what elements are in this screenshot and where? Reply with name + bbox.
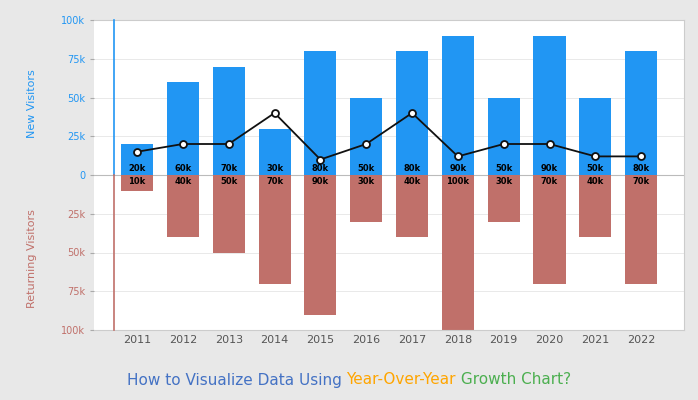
Text: 30k: 30k [495,177,512,186]
Bar [488,98,520,175]
Bar [488,175,520,222]
Text: 50k: 50k [587,164,604,173]
Text: 90k: 90k [450,164,466,173]
Text: 80k: 80k [632,164,650,173]
Text: How to Visualize Data Using: How to Visualize Data Using [127,372,347,388]
Bar [533,36,565,175]
Text: 50k: 50k [495,164,512,173]
Bar [121,175,153,190]
Text: 40k: 40k [403,177,421,186]
Text: Growth Chart?: Growth Chart? [456,372,571,388]
Bar [625,175,658,284]
Text: 50k: 50k [220,177,237,186]
Bar [350,175,383,222]
Bar [167,82,199,175]
Text: 30k: 30k [357,177,375,186]
Text: New Visitors: New Visitors [27,69,37,138]
Bar [396,175,428,237]
Text: Returning Visitors: Returning Visitors [27,209,37,308]
Text: 70k: 70k [632,177,650,186]
Text: 90k: 90k [541,164,558,173]
Bar [258,128,290,175]
Text: 30k: 30k [266,164,283,173]
Bar [579,98,611,175]
Text: 10k: 10k [128,177,146,186]
Text: 70k: 70k [266,177,283,186]
Text: 40k: 40k [587,177,604,186]
Text: 80k: 80k [403,164,421,173]
Text: 70k: 70k [220,164,237,173]
Text: 80k: 80k [312,164,329,173]
Bar [533,175,565,284]
Bar [258,175,290,284]
Bar [167,175,199,237]
Text: 60k: 60k [174,164,191,173]
Text: 50k: 50k [357,164,375,173]
Bar [442,175,474,330]
Text: Year-Over-Year: Year-Over-Year [347,372,456,388]
Text: 20k: 20k [128,164,146,173]
Text: 90k: 90k [312,177,329,186]
Text: 40k: 40k [174,177,191,186]
Bar [304,51,336,175]
Bar [121,144,153,175]
Bar [442,36,474,175]
Bar [304,175,336,314]
Text: 70k: 70k [541,177,558,186]
Bar [350,98,383,175]
Bar [396,51,428,175]
Bar [625,51,658,175]
Bar [213,66,245,175]
Bar [579,175,611,237]
Bar [213,175,245,252]
Text: 100k: 100k [447,177,469,186]
